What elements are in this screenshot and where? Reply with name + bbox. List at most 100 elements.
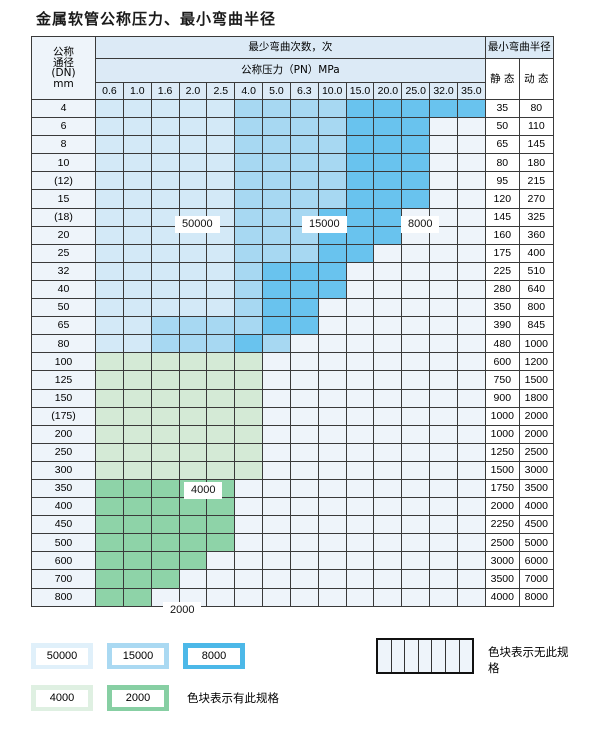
cell-spec (178, 135, 208, 155)
cell-spec (178, 243, 208, 263)
cell-spec (429, 424, 458, 444)
table-row: 80 480 1000 (31, 334, 554, 354)
cell-spec (456, 424, 486, 444)
header-min-bend-radius: 最小弯曲半径 (484, 36, 554, 59)
cell-spec (234, 569, 264, 589)
cell-spec (122, 515, 152, 535)
cell-spec (150, 406, 180, 426)
cell-dynamic-radius: 8000 (518, 587, 554, 607)
cell-spec (317, 279, 347, 300)
cell-static-radius: 1750 (484, 478, 520, 499)
cell-dynamic-radius: 180 (518, 153, 554, 173)
cell-static-radius: 600 (484, 352, 520, 372)
dn-line-1: 公称 (53, 46, 74, 58)
cell-static-radius: 80 (484, 153, 520, 173)
header-row-2: 公称压力（PN）MPa 静 态 动 态 (32, 58, 554, 100)
cell-spec (456, 352, 486, 372)
cell-spec (289, 569, 319, 589)
cell-spec (234, 551, 264, 571)
cell-spec (429, 533, 458, 553)
legend-row-green: 4000 2000 色块表示有此规格 (31, 685, 571, 711)
cell-spec (206, 279, 236, 300)
cell-spec (262, 515, 291, 535)
cell-spec (289, 243, 319, 263)
cell-static-radius: 390 (484, 316, 520, 336)
cell-spec (373, 406, 403, 426)
cell-spec (95, 117, 124, 137)
cell-static-radius: 120 (484, 189, 520, 209)
cell-static-radius: 750 (484, 370, 520, 390)
cell-spec (150, 352, 180, 372)
cell-spec (150, 478, 180, 499)
cell-spec (456, 334, 486, 354)
header-pressure-4.0: 4.0 (234, 82, 264, 100)
cell-spec (429, 352, 458, 372)
header-pressure-0.6: 0.6 (95, 82, 124, 100)
cell-spec (178, 370, 208, 390)
cell-spec (122, 352, 152, 372)
cell-spec (234, 388, 264, 408)
cell-static-radius: 35 (484, 98, 520, 119)
cell-spec (456, 171, 486, 191)
table-head: 公称 通径 (DN) mm 最少弯曲次数，次 最小弯曲半径 公称压力（PN）MP… (31, 36, 554, 100)
cell-spec (95, 98, 124, 119)
grid-callout-15000: 15000 (302, 216, 347, 233)
cell-spec (122, 189, 152, 209)
cell-spec (317, 406, 347, 426)
cell-dynamic-radius: 80 (518, 98, 554, 119)
cell-spec (206, 497, 236, 517)
cell-spec (289, 497, 319, 517)
cell-dn: 400 (31, 497, 96, 517)
cell-dn: 40 (31, 279, 96, 300)
cell-spec (429, 135, 458, 155)
cell-spec (150, 370, 180, 390)
cell-dn: 25 (31, 243, 96, 263)
cell-spec (150, 98, 180, 119)
cell-dn: 8 (31, 135, 96, 155)
header-row-1: 公称 通径 (DN) mm 最少弯曲次数，次 最小弯曲半径 (31, 36, 554, 100)
dn-line-4: mm (53, 77, 74, 90)
cell-spec (373, 243, 403, 263)
cell-spec (317, 243, 347, 263)
cell-spec (456, 388, 486, 408)
cell-spec (373, 135, 403, 155)
cell-spec (206, 370, 236, 390)
cell-spec (401, 442, 431, 462)
cell-spec (262, 352, 291, 372)
cell-spec (262, 388, 291, 408)
cell-spec (178, 515, 208, 535)
table-row: 15 120 270 (31, 189, 554, 209)
cell-dn: 350 (31, 478, 96, 499)
cell-spec (456, 587, 486, 607)
cell-spec (456, 279, 486, 300)
cell-dn: 450 (31, 515, 96, 535)
cell-dn: 800 (31, 587, 96, 607)
cell-spec (317, 135, 347, 155)
table-body: 4 35 80 6 50 110 8 65 145 10 80 180 (12) 95 215 15 120 27… (31, 98, 554, 607)
cell-spec (150, 515, 180, 535)
cell-spec (289, 442, 319, 462)
cell-spec (289, 551, 319, 571)
cell-spec (401, 388, 431, 408)
cell-spec (456, 189, 486, 209)
cell-spec (373, 171, 403, 191)
cell-spec (317, 515, 347, 535)
cell-dynamic-radius: 6000 (518, 551, 554, 571)
cell-spec (122, 497, 152, 517)
cell-spec (456, 406, 486, 426)
cell-spec (206, 424, 236, 444)
cell-spec (178, 352, 208, 372)
dn-line-3: (DN) (51, 67, 76, 79)
cell-spec (262, 442, 291, 462)
cell-spec (289, 587, 319, 607)
cell-spec (373, 587, 403, 607)
cell-spec (122, 533, 152, 553)
cell-dynamic-radius: 270 (518, 189, 554, 209)
cell-spec (456, 478, 486, 499)
header-static: 静 态 (484, 58, 520, 100)
specification-table-wrapper: 公称 通径 (DN) mm 最少弯曲次数，次 最小弯曲半径 公称压力（PN）MP… (31, 36, 554, 619)
legend-chip-2000: 2000 (107, 685, 169, 711)
cell-spec (401, 478, 431, 499)
cell-spec (289, 298, 319, 318)
cell-spec (373, 569, 403, 589)
